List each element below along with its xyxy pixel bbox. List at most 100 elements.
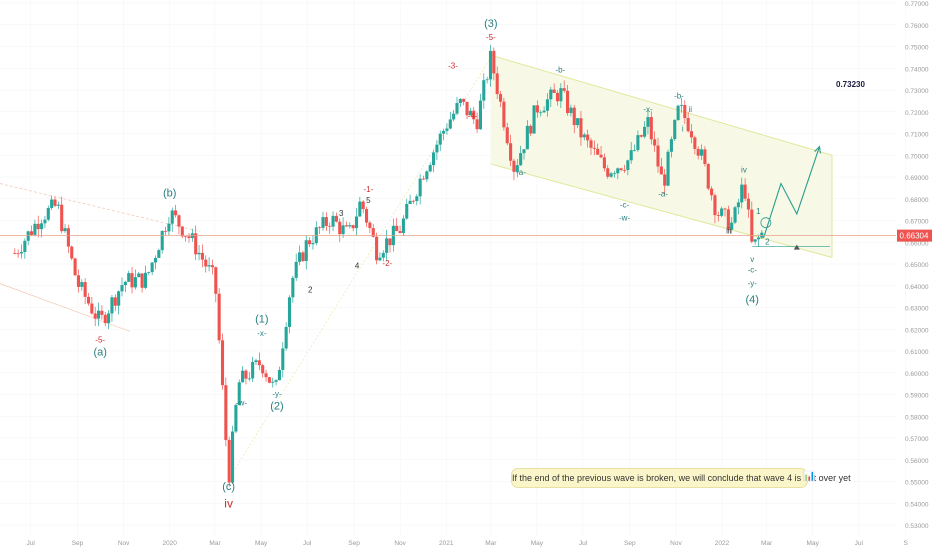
candle-body xyxy=(385,238,389,253)
candle-body xyxy=(659,166,663,175)
channel-fill xyxy=(490,55,832,258)
candle-body xyxy=(334,215,338,222)
candle-body xyxy=(40,223,44,230)
candle-body xyxy=(428,165,432,172)
candle-body xyxy=(19,252,24,254)
candle-body xyxy=(113,297,117,306)
candle-body xyxy=(261,365,265,374)
candle-body xyxy=(30,231,34,235)
candle-body xyxy=(127,273,131,282)
candle-body xyxy=(586,134,590,141)
wave-label: -2- xyxy=(382,259,392,268)
candlesticks xyxy=(13,44,764,487)
y-tick-label: 0.53000 xyxy=(905,523,929,530)
candle-body xyxy=(569,107,573,114)
x-tick-label: Nov xyxy=(670,540,682,547)
candle-body xyxy=(100,310,104,315)
candle-body xyxy=(753,239,757,242)
y-tick-label: 0.72000 xyxy=(905,110,929,117)
candle-body xyxy=(321,217,325,228)
wave-label: -a- xyxy=(658,190,668,199)
candle-body xyxy=(502,101,506,128)
candle-body xyxy=(123,281,127,286)
candle-body xyxy=(726,209,730,230)
candle-body xyxy=(750,209,754,242)
candle-body xyxy=(596,148,600,155)
candle-body xyxy=(287,297,292,327)
time-axis: Jul Sep Nov 2020 Mar May Jul Sep Nov 2021 Mar May Ju… xyxy=(27,540,909,547)
candle-body xyxy=(666,151,670,186)
candle-body xyxy=(271,381,275,383)
candle-body xyxy=(736,202,740,208)
candle-body xyxy=(760,232,764,238)
candle-body xyxy=(740,184,744,203)
wave-label: -3- xyxy=(448,61,458,70)
channel-lower xyxy=(490,163,833,258)
candle-body xyxy=(204,259,208,267)
wave-label: ii xyxy=(689,105,693,114)
y-tick-label: 0.75000 xyxy=(905,45,929,52)
wave-label: 4 xyxy=(355,261,360,270)
candle-body xyxy=(730,222,734,230)
candle-body xyxy=(224,385,228,440)
y-tick-label: 0.61000 xyxy=(905,349,929,356)
candle-body xyxy=(60,204,64,232)
candle-body xyxy=(56,204,60,206)
candle-body xyxy=(107,313,111,324)
candle-body xyxy=(579,118,583,138)
y-tick-label: 0.76000 xyxy=(905,23,929,30)
candle-body xyxy=(438,133,442,145)
candle-body xyxy=(395,225,399,232)
candle-body xyxy=(371,228,375,237)
candle-body xyxy=(227,439,231,483)
candle-body xyxy=(247,378,251,380)
projected-wave xyxy=(763,146,821,239)
candle-body xyxy=(512,160,516,172)
candle-body xyxy=(43,219,47,224)
candle-body xyxy=(291,277,295,298)
candle-body xyxy=(117,291,121,306)
wave-label: (3) xyxy=(484,18,497,30)
wave-label: -w- xyxy=(619,214,630,223)
candle-body xyxy=(529,125,533,134)
candle-body xyxy=(301,252,305,261)
candle-body xyxy=(746,198,751,210)
candle-body xyxy=(415,196,419,202)
candle-body xyxy=(398,231,402,234)
wave-label: -c- xyxy=(620,200,630,209)
candle-body xyxy=(133,277,137,288)
candle-body xyxy=(633,149,637,151)
candle-body xyxy=(86,296,91,304)
wave-label: v xyxy=(750,255,754,264)
candle-body xyxy=(700,149,704,156)
candle-body xyxy=(401,218,405,234)
candle-body xyxy=(180,226,184,237)
x-tick-label: 2021 xyxy=(439,540,454,547)
candle-body xyxy=(673,119,677,140)
candle-body xyxy=(689,131,694,138)
candle-body xyxy=(602,157,606,169)
y-tick-label: 0.71000 xyxy=(905,132,929,139)
candle-body xyxy=(706,164,710,189)
candle-body xyxy=(318,227,322,229)
candle-body xyxy=(147,272,151,273)
candle-body xyxy=(499,94,503,102)
x-tick-label: Jul xyxy=(303,540,312,547)
candle-body xyxy=(361,201,365,210)
wave-label: -a- xyxy=(516,168,526,177)
y-tick-label: 0.70000 xyxy=(905,153,929,160)
chart-note-icon[interactable]: 📊 xyxy=(803,471,816,482)
candle-body xyxy=(418,178,422,197)
candle-body xyxy=(120,285,124,292)
candle-body xyxy=(76,275,81,287)
candle-body xyxy=(241,370,245,383)
candle-body xyxy=(720,208,724,216)
candle-body xyxy=(693,137,697,149)
candle-body xyxy=(435,144,439,153)
candle-body xyxy=(314,227,318,244)
candle-body xyxy=(274,380,278,382)
x-tick-label: Jul xyxy=(27,540,36,547)
candle-body xyxy=(425,171,429,180)
candle-body xyxy=(482,80,486,101)
